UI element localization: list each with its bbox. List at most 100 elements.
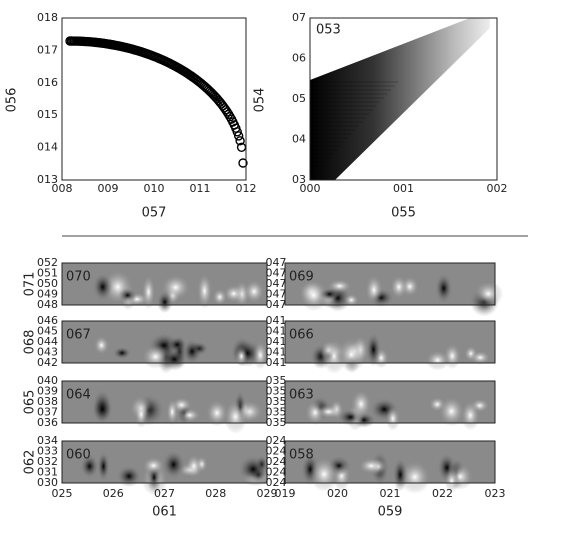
heatmap-blob [444, 469, 459, 493]
heatmap-blob [178, 408, 201, 423]
x-tick-label: 001 [393, 182, 414, 195]
panel-label: 060 [66, 448, 91, 463]
y-tick-label: 030 [37, 476, 58, 489]
heatmap-blob [234, 345, 248, 367]
y-tick-label: 041 [266, 335, 287, 348]
y-tick-label: 047 [266, 298, 287, 311]
y-tick-label: 046 [37, 314, 58, 327]
y-tick-label: 035 [266, 395, 287, 408]
y-axis-label: 054 [253, 88, 268, 113]
heatmap-blob [238, 455, 268, 484]
panel-label: 058 [289, 448, 314, 463]
y-axis-label: 068 [23, 330, 38, 355]
y-tick-label: 024 [266, 476, 287, 489]
x-axis-label: 055 [391, 206, 416, 221]
panel-frame [61, 262, 268, 306]
heatmap-blob [80, 454, 99, 479]
x-axis-label: 059 [378, 505, 403, 520]
heatmap-blob [343, 293, 360, 307]
heatmap-blob [93, 335, 110, 355]
heatmap-blob [92, 272, 113, 302]
heatmap-blob [196, 272, 213, 309]
panel-frame [284, 380, 496, 424]
heatmap-blob [304, 399, 326, 426]
marker [232, 127, 242, 137]
x-tick-label: 023 [485, 487, 506, 500]
heatmap-blob [223, 399, 248, 434]
heatmap-blob [365, 274, 383, 306]
heatmap-blob [425, 350, 450, 371]
x-tick-label: 020 [327, 487, 348, 500]
y-tick-label: 05 [292, 92, 306, 105]
y-tick-label: 03 [292, 173, 306, 186]
heatmap-blob [435, 273, 453, 304]
y-axis-label: 065 [23, 390, 38, 415]
y-tick-label: 024 [266, 455, 287, 468]
y-tick-label: 035 [266, 416, 287, 429]
panel-label: 066 [289, 328, 314, 343]
y-tick-label: 039 [37, 385, 58, 398]
heatmap-blob [116, 465, 142, 487]
heatmap-blob [142, 456, 165, 475]
marker [222, 107, 232, 117]
y-tick-label: 049 [37, 288, 58, 301]
y-tick-label: 06 [292, 52, 306, 65]
y-tick-label: 034 [37, 434, 58, 447]
panel-frame [284, 320, 496, 364]
y-tick-label: 013 [37, 173, 58, 186]
y-axis-label: 056 [5, 88, 20, 113]
panel-label: 064 [66, 388, 91, 403]
heatmap-blob [252, 341, 268, 370]
panel-frame [61, 380, 268, 424]
heatmap-blob [182, 339, 202, 364]
heatmap-blob [161, 450, 186, 480]
y-tick-label: 038 [37, 395, 58, 408]
y-tick-label: 048 [37, 298, 58, 311]
panel-label: 070 [66, 270, 91, 285]
heatmap-blob [205, 399, 229, 427]
x-tick-label: 019 [275, 487, 296, 500]
heatmap-blob [141, 344, 170, 369]
y-tick-label: 047 [266, 288, 287, 301]
heatmap-blob [438, 396, 465, 427]
heatmap-blob [322, 338, 347, 374]
y-tick-label: 024 [266, 434, 287, 447]
heatmap-blob [358, 457, 385, 474]
y-tick-label: 015 [37, 108, 58, 121]
heatmap-blob [118, 287, 138, 304]
heatmap-blob [243, 279, 265, 304]
heatmap-blob [473, 280, 504, 307]
y-tick-label: 041 [266, 356, 287, 369]
heatmap-blob [223, 284, 245, 303]
y-tick-label: 016 [37, 76, 58, 89]
heatmap-blob [112, 346, 132, 360]
heatmap-blob [167, 336, 187, 353]
heatmap-blob [156, 291, 173, 314]
y-tick-label: 024 [266, 445, 287, 458]
y-tick-label: 07 [292, 11, 306, 24]
panel-label: 067 [66, 328, 91, 343]
heatmap-blob [390, 275, 408, 299]
y-tick-label: 035 [266, 406, 287, 419]
y-tick-label: 04 [292, 133, 306, 146]
heatmap-blob [470, 350, 491, 365]
x-tick-label: 011 [190, 182, 211, 195]
y-tick-label: 047 [266, 256, 287, 269]
y-tick-label: 041 [266, 346, 287, 359]
x-axis-label: 061 [152, 505, 177, 520]
x-tick-label: 029 [257, 487, 278, 500]
panel-label: 053 [316, 23, 341, 38]
y-tick-label: 043 [37, 346, 58, 359]
y-axis-label: 062 [23, 450, 38, 475]
x-tick-label: 026 [103, 487, 124, 500]
y-tick-label: 037 [37, 406, 58, 419]
y-tick-label: 017 [37, 43, 58, 56]
marker [233, 131, 244, 141]
panel-label: 069 [289, 270, 314, 285]
x-tick-label: 000 [300, 182, 321, 195]
panel-frame [309, 17, 498, 181]
y-tick-label: 024 [266, 466, 287, 479]
density-wedge [310, 18, 490, 180]
y-tick-label: 051 [37, 267, 58, 280]
